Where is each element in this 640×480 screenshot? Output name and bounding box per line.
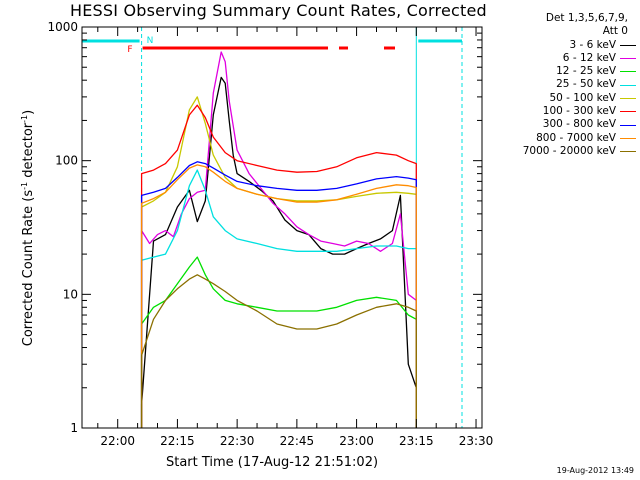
legend-label: 50 - 100 keV <box>549 91 616 104</box>
x-tick-label: 22:00 <box>100 434 135 448</box>
footer-date: 19-Aug-2012 13:49 <box>556 466 634 475</box>
legend-item: 6 - 12 keV <box>486 52 636 65</box>
legend-item: 12 - 25 keV <box>486 65 636 78</box>
legend-swatch <box>620 124 636 126</box>
legend-header-attenuator: Att 0 <box>602 25 628 38</box>
legend-item: 3 - 6 keV <box>486 39 636 52</box>
series-line <box>140 76 417 428</box>
legend-item: 7000 - 20000 keV <box>486 145 636 158</box>
flare-flag-label: F <box>127 45 132 55</box>
x-axis-title: Start Time (17-Aug-12 21:51:02) <box>165 455 379 470</box>
series-line <box>140 169 417 428</box>
legend-swatch <box>620 111 636 113</box>
legend-item: 300 - 800 keV <box>486 118 636 131</box>
series-line <box>140 161 417 428</box>
series-line <box>140 96 417 428</box>
legend-label: 12 - 25 keV <box>556 65 616 78</box>
legend-item: 50 - 100 keV <box>486 92 636 105</box>
x-tick-label: 22:15 <box>160 434 195 448</box>
chart-title: HESSI Observing Summary Count Rates, Cor… <box>70 1 487 20</box>
legend-item: 800 - 7000 keV <box>486 132 636 145</box>
y-tick-label: 10 <box>63 287 78 301</box>
legend-label: 7000 - 20000 keV <box>522 144 616 157</box>
series-line <box>140 256 417 428</box>
legend-swatch <box>620 71 636 73</box>
legend-label: 25 - 50 keV <box>556 78 616 91</box>
legend-swatch <box>620 97 636 99</box>
x-tick-label: 22:30 <box>220 434 255 448</box>
y-tick-label: 100 <box>55 154 78 168</box>
legend-label: 6 - 12 keV <box>562 51 616 64</box>
series-line <box>140 51 417 428</box>
series-line <box>140 274 417 428</box>
x-tick-label: 22:45 <box>280 434 315 448</box>
legend-item: 25 - 50 keV <box>486 78 636 91</box>
legend-swatch <box>620 44 636 46</box>
legend-swatch <box>620 58 636 60</box>
legend: Det 1,3,5,6,7,9, Att 0 3 - 6 keV 6 - 12 k… <box>486 12 636 158</box>
y-tick-label: 1000 <box>47 20 78 34</box>
legend-swatch <box>620 151 636 153</box>
legend-item: 100 - 300 keV <box>486 105 636 118</box>
series-line <box>140 104 417 428</box>
legend-swatch <box>620 137 636 139</box>
y-tick-label: 1 <box>70 421 78 435</box>
legend-swatch <box>620 84 636 86</box>
plot-frame <box>81 26 483 429</box>
x-tick-label: 23:30 <box>459 434 494 448</box>
x-tick-label: 23:15 <box>399 434 434 448</box>
legend-label: 300 - 800 keV <box>542 118 616 131</box>
legend-label: 800 - 7000 keV <box>536 131 616 144</box>
legend-header-detectors: Det 1,3,5,6,7,9, <box>545 12 628 24</box>
series-line <box>140 164 417 428</box>
y-axis-title: Corrected Count Rate (s-1 detector-1) <box>19 109 37 347</box>
legend-label: 3 - 6 keV <box>569 38 616 51</box>
night-flag-label: N <box>147 36 154 46</box>
x-tick-label: 23:00 <box>339 434 374 448</box>
legend-label: 100 - 300 keV <box>542 105 616 118</box>
